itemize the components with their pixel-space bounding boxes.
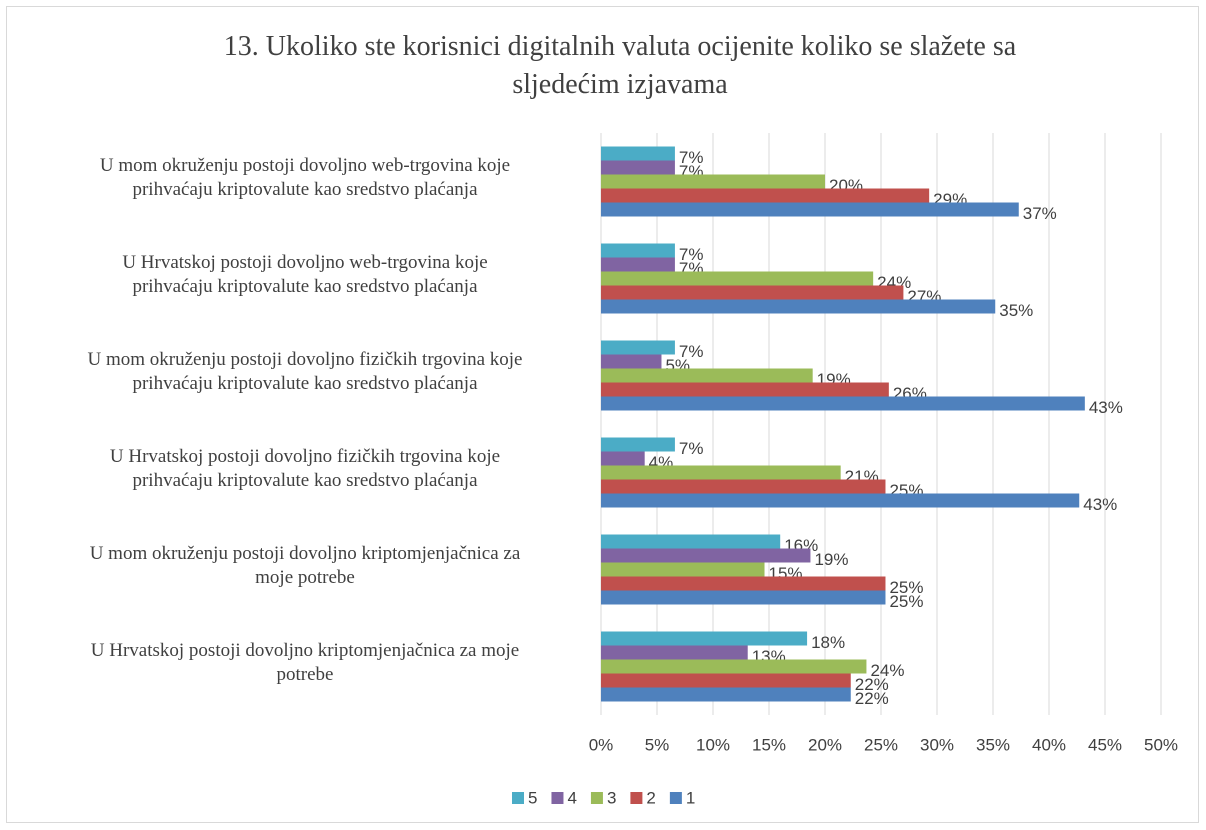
- x-tick-label: 20%: [808, 735, 842, 754]
- data-label: 18%: [811, 633, 845, 652]
- data-label: 7%: [679, 148, 704, 167]
- bar: [601, 479, 886, 494]
- x-tick-label: 0%: [589, 735, 614, 754]
- bar: [601, 659, 867, 674]
- x-tick-label: 35%: [976, 735, 1010, 754]
- x-tick-label: 45%: [1088, 735, 1122, 754]
- x-tick-label: 25%: [864, 735, 898, 754]
- data-label: 22%: [855, 689, 889, 708]
- data-label: 37%: [1023, 204, 1057, 223]
- bar: [601, 188, 930, 203]
- bar: [601, 673, 851, 688]
- legend-swatch: [551, 792, 564, 804]
- data-label: 19%: [814, 550, 848, 569]
- legend-label: 2: [646, 788, 655, 807]
- legend-swatch: [669, 792, 682, 804]
- legend-label: 3: [607, 788, 616, 807]
- bar: [601, 382, 889, 397]
- bar: [601, 590, 886, 605]
- legend-swatch: [630, 792, 643, 804]
- y-tick-label: U Hrvatskoj postoji dovoljno kriptomjenj…: [90, 639, 520, 685]
- bar: [601, 174, 825, 189]
- legend-label: 4: [567, 788, 576, 807]
- x-tick-label: 10%: [696, 735, 730, 754]
- bar: [601, 243, 675, 258]
- data-label: 7%: [679, 342, 704, 361]
- bar: [601, 285, 904, 300]
- y-tick-label: U mom okruženju postoji dovoljno web-trg…: [99, 154, 511, 200]
- bar: [601, 437, 675, 452]
- x-tick-label: 30%: [920, 735, 954, 754]
- data-label: 43%: [1089, 398, 1123, 417]
- legend-swatch: [512, 792, 524, 804]
- data-label: 25%: [889, 592, 923, 611]
- bar: [601, 534, 781, 549]
- bar: [601, 340, 675, 355]
- y-tick-label: U Hrvatskoj postoji dovoljno web-trgovin…: [122, 251, 488, 297]
- bar: [601, 160, 675, 175]
- bar: [601, 396, 1085, 411]
- bar: [601, 562, 765, 577]
- bar: [601, 631, 808, 646]
- data-label: 22%: [855, 675, 889, 694]
- x-tick-label: 50%: [1144, 735, 1178, 754]
- bar: [601, 368, 813, 383]
- legend-label: 1: [686, 788, 695, 807]
- bar: [601, 465, 841, 480]
- chart-title: 13. Ukoliko ste korisnici digitalnih val…: [223, 31, 1017, 100]
- bar: [601, 645, 748, 660]
- y-tick-label: U mom okruženju postoji dovoljno fizički…: [87, 348, 523, 394]
- data-label: 43%: [1083, 495, 1117, 514]
- bar: [601, 271, 874, 286]
- bar: [601, 548, 811, 563]
- bar: [601, 257, 675, 272]
- data-label: 7%: [679, 245, 704, 264]
- bar: [601, 202, 1019, 217]
- bar: [601, 451, 645, 466]
- bar: [601, 493, 1080, 508]
- x-tick-label: 40%: [1032, 735, 1066, 754]
- bar: [601, 576, 886, 591]
- y-tick-label: U Hrvatskoj postoji dovoljno fizičkih tr…: [109, 445, 501, 491]
- bar: [601, 354, 662, 369]
- x-tick-label: 5%: [645, 735, 670, 754]
- data-label: 7%: [679, 439, 704, 458]
- legend-label: 5: [528, 788, 537, 807]
- data-label: 25%: [889, 578, 923, 597]
- y-tick-label: U mom okruženju postoji dovoljno kriptom…: [89, 542, 521, 588]
- bar: [601, 299, 996, 314]
- data-label: 35%: [999, 301, 1033, 320]
- legend-swatch: [590, 792, 603, 804]
- x-tick-label: 15%: [752, 735, 786, 754]
- data-label: 24%: [870, 661, 904, 680]
- bar: [601, 146, 675, 161]
- bar: [601, 687, 851, 702]
